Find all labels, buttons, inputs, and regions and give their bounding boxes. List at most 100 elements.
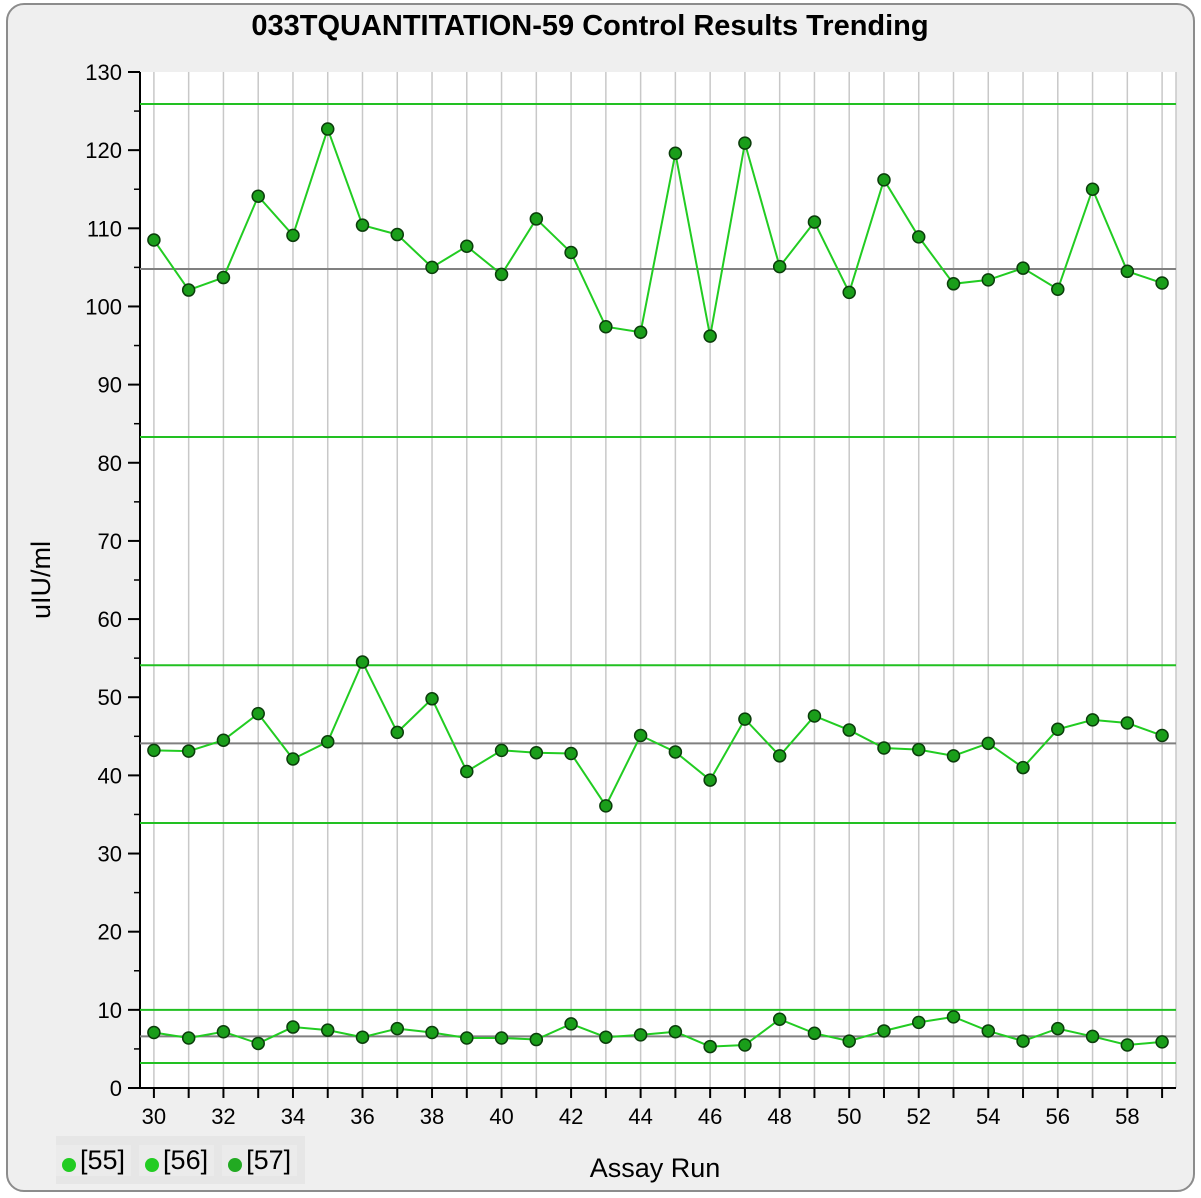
y-tick-label: 100 <box>85 294 122 319</box>
data-point <box>1085 182 1100 196</box>
data-point <box>772 1012 787 1026</box>
y-tick-label: 70 <box>98 529 122 554</box>
data-point <box>286 1020 300 1034</box>
plot-background <box>140 72 1176 1088</box>
y-tick-label: 50 <box>98 685 122 710</box>
x-tick-label: 36 <box>350 1104 374 1129</box>
data-point <box>1120 716 1135 730</box>
data-point <box>181 744 196 758</box>
data-point <box>911 742 926 757</box>
data-point <box>147 233 161 247</box>
data-point <box>494 267 509 282</box>
data-point <box>668 146 683 161</box>
data-point <box>738 1038 752 1052</box>
legend-item-56[interactable]: [56] <box>139 1144 215 1176</box>
data-point <box>181 283 196 297</box>
y-tick-label: 110 <box>87 216 122 241</box>
data-point <box>425 260 439 275</box>
data-point <box>1085 713 1100 727</box>
data-point <box>807 1026 822 1041</box>
data-point <box>147 1025 161 1040</box>
data-point <box>946 749 961 763</box>
data-point <box>1155 1035 1169 1049</box>
legend-item-57[interactable]: [57] <box>222 1144 298 1176</box>
data-point <box>1016 760 1030 775</box>
data-point <box>599 320 613 334</box>
y-tick-label: 20 <box>98 920 122 945</box>
data-point <box>911 1015 926 1030</box>
data-point <box>1155 728 1169 743</box>
data-point <box>460 764 474 779</box>
x-tick-label: 52 <box>906 1104 930 1129</box>
legend-item-55[interactable]: [55] <box>56 1144 132 1176</box>
data-point <box>911 230 926 244</box>
legend-marker-icon <box>62 1158 76 1172</box>
data-point <box>460 239 474 254</box>
legend: [55] [56] [57] <box>56 1136 306 1184</box>
data-point <box>529 1032 544 1047</box>
data-point <box>425 1025 439 1040</box>
legend-label: [57] <box>246 1144 292 1175</box>
data-point <box>668 1024 683 1039</box>
data-point <box>703 1039 717 1054</box>
data-point <box>564 1017 578 1031</box>
x-tick-label: 56 <box>1046 1104 1070 1129</box>
data-point <box>529 745 544 760</box>
data-point <box>1016 261 1030 275</box>
data-point <box>842 1034 856 1048</box>
data-point <box>1120 264 1135 279</box>
data-point <box>703 329 717 343</box>
data-point <box>251 189 265 204</box>
data-point <box>147 743 161 758</box>
y-tick-label: 90 <box>98 373 122 398</box>
x-tick-label: 42 <box>559 1104 583 1129</box>
data-point <box>599 799 613 813</box>
data-point <box>355 655 370 669</box>
data-point <box>494 743 509 758</box>
y-tick-label: 0 <box>110 1076 122 1101</box>
data-point <box>216 733 231 747</box>
y-tick-label: 30 <box>98 842 122 867</box>
data-point <box>946 1010 961 1024</box>
x-tick-label: 38 <box>420 1104 444 1129</box>
data-point <box>738 712 752 726</box>
data-point <box>981 273 996 287</box>
y-tick-label: 10 <box>98 998 122 1023</box>
x-tick-label: 50 <box>837 1104 861 1129</box>
data-point <box>1051 1021 1065 1036</box>
data-point <box>425 692 439 706</box>
data-point <box>877 741 891 755</box>
data-point <box>738 136 752 150</box>
y-tick-label: 130 <box>85 60 122 85</box>
data-point <box>633 1028 648 1042</box>
legend-label: [55] <box>80 1144 126 1175</box>
data-point <box>772 749 787 763</box>
data-point <box>807 709 822 723</box>
data-point <box>877 1024 891 1038</box>
x-tick-label: 34 <box>281 1104 305 1129</box>
data-point <box>460 1031 474 1045</box>
data-point <box>633 728 648 743</box>
data-point <box>216 270 231 285</box>
data-point <box>703 773 717 787</box>
x-axis-title: Assay Run <box>590 1153 721 1183</box>
data-point <box>251 1036 265 1051</box>
y-tick-label: 40 <box>98 763 122 788</box>
data-point <box>772 259 787 274</box>
data-point <box>390 227 405 242</box>
x-tick-label: 54 <box>976 1104 1000 1129</box>
data-point <box>1155 276 1169 290</box>
x-tick-label: 40 <box>489 1104 513 1129</box>
data-point <box>355 1030 370 1044</box>
x-tick-label: 48 <box>767 1104 791 1129</box>
data-point <box>320 122 335 136</box>
data-point <box>842 723 856 737</box>
x-tick-label: 44 <box>628 1104 652 1129</box>
data-point <box>981 1024 996 1038</box>
data-point <box>286 752 300 766</box>
data-point <box>633 325 648 340</box>
data-point <box>877 173 891 187</box>
legend-marker-icon <box>145 1158 160 1172</box>
data-point <box>1051 722 1065 737</box>
